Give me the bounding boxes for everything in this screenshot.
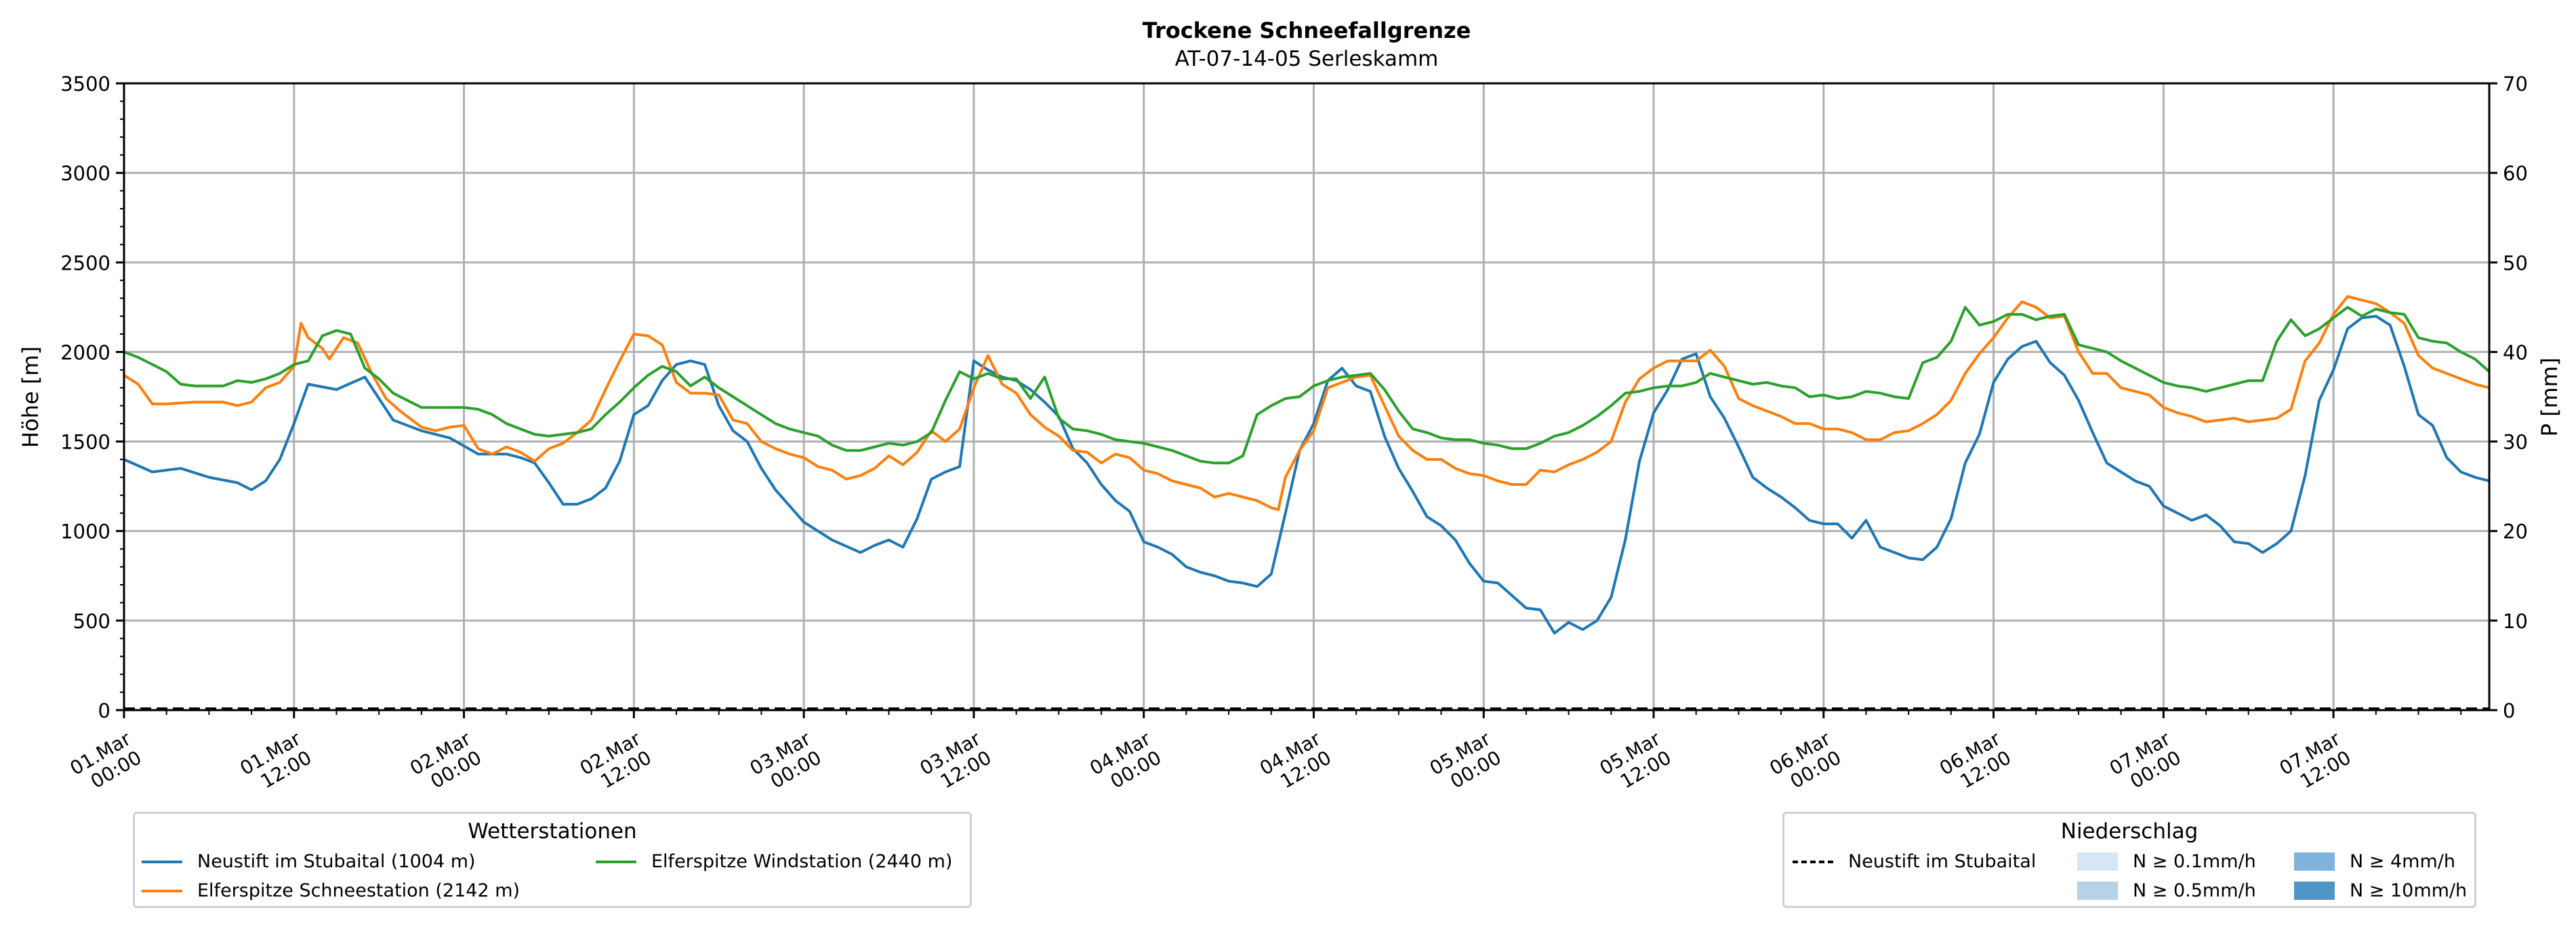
x-tick-label: 01.Mar12:00 [236, 727, 315, 798]
legend-swatch-neustift [142, 860, 182, 863]
legend-entry-precip-line: Neustift im Stubaital [1793, 851, 2036, 872]
y-tick-label-right: 10 [2503, 610, 2528, 633]
legend-swatch-precip-4 [2294, 852, 2335, 871]
x-tick-label: 01.Mar00:00 [66, 727, 146, 798]
y-tick-label-right: 50 [2503, 251, 2528, 274]
x-tick-label: 02.Mar12:00 [576, 727, 655, 798]
legend-weather-stations: Wetterstationen Neustift im Stubaital (1… [133, 812, 972, 908]
legend-label-elferspitze-windstation: Elferspitze Windstation (2440 m) [651, 851, 953, 872]
legend-label-precip-0-1: N ≥ 0.1mm/h [2133, 851, 2256, 872]
legend-entry-neustift: Neustift im Stubaital (1004 m) [142, 851, 476, 872]
x-tick-label: 06.Mar12:00 [1936, 727, 2015, 798]
y-axis-label-right: P [mm] [2537, 358, 2562, 437]
series-line-1 [123, 295, 2490, 511]
y-tick-label-left: 0 [98, 699, 110, 722]
x-tick-label: 05.Mar12:00 [1596, 727, 1675, 798]
y-axis-label-left: Höhe [m] [18, 346, 43, 448]
legend-label-precip-0-5: N ≥ 0.5mm/h [2133, 880, 2256, 901]
grid-lines [124, 83, 2489, 710]
legend-swatch-precip-0-1 [2077, 852, 2118, 871]
series-lines [123, 295, 2491, 635]
legend-label-precip-4: N ≥ 4mm/h [2350, 851, 2455, 872]
legend-entry-elferspitze-schneestation: Elferspitze Schneestation (2142 m) [142, 880, 520, 901]
chart-subtitle: AT-07-14-05 Serleskamm [1175, 47, 1439, 71]
x-tick-label: 03.Mar12:00 [916, 727, 996, 798]
chart-title: Trockene Schneefallgrenze [1143, 18, 1471, 43]
y-tick-label-left: 1500 [60, 431, 110, 454]
x-tick-label: 07.Mar12:00 [2276, 727, 2355, 798]
plot-frame [123, 82, 2491, 711]
y-tick-label-right: 70 [2503, 73, 2528, 96]
y-tick-label-left: 500 [73, 610, 110, 633]
y-tick-label-right: 0 [2503, 699, 2515, 722]
legend-swatch-precip-10 [2294, 882, 2335, 900]
legend-entry-precip-4: N ≥ 4mm/h [2294, 851, 2455, 872]
series-line-0 [123, 314, 2490, 635]
legend-entry-precip-0-5: N ≥ 0.5mm/h [2077, 880, 2256, 901]
legend-label-precip-10: N ≥ 10mm/h [2350, 880, 2468, 901]
y-tick-label-right: 60 [2503, 162, 2528, 185]
legend-precipitation: Niederschlag Neustift im Stubaital N ≥ 0… [1782, 812, 2476, 908]
y-tick-label-left: 2000 [60, 341, 110, 364]
y-tick-label-left: 1000 [60, 520, 110, 543]
x-tick-label: 02.Mar00:00 [406, 727, 485, 798]
y-tick-label-right: 40 [2503, 341, 2528, 364]
y-tick-label-left: 3000 [60, 162, 110, 185]
legend-entry-elferspitze-windstation: Elferspitze Windstation (2440 m) [596, 851, 952, 872]
y-tick-label-right: 30 [2503, 431, 2528, 454]
y-tick-label-left: 3500 [60, 73, 110, 96]
legend-entry-precip-10: N ≥ 10mm/h [2294, 880, 2467, 901]
x-axis: 01.Mar00:00 01.Mar12:00 02.Mar00:00 02.Mar1… [66, 710, 2462, 798]
y-axis-right: 0 10 20 30 40 50 60 70 [2489, 73, 2528, 722]
series-line-2 [123, 306, 2491, 465]
legend-swatch-precip-0-5 [2077, 882, 2118, 900]
x-tick-label: 03.Mar00:00 [746, 727, 825, 798]
y-tick-label-left: 2500 [60, 251, 110, 274]
legend-swatch-precip-line [1793, 860, 1833, 863]
legend-weather-stations-title: Wetterstationen [468, 819, 637, 844]
x-tick-label: 07.Mar00:00 [2106, 727, 2185, 798]
y-axis-left: 0 500 1000 1500 2000 2500 3000 3500 [60, 73, 124, 722]
x-tick-label: 06.Mar00:00 [1765, 727, 1845, 798]
legend-swatch-elferspitze-schneestation [142, 889, 182, 892]
y-tick-label-right: 20 [2503, 520, 2528, 543]
legend-label-elferspitze-schneestation: Elferspitze Schneestation (2142 m) [197, 880, 520, 901]
x-tick-label: 04.Mar00:00 [1086, 727, 1165, 798]
x-tick-label: 05.Mar00:00 [1426, 727, 1505, 798]
legend-label-precip-line: Neustift im Stubaital [1848, 851, 2037, 872]
legend-entry-precip-0-1: N ≥ 0.1mm/h [2077, 851, 2256, 872]
legend-precipitation-title: Niederschlag [2060, 819, 2199, 844]
legend-label-neustift: Neustift im Stubaital (1004 m) [197, 851, 476, 872]
x-tick-label: 04.Mar12:00 [1256, 727, 1335, 798]
legend-swatch-elferspitze-windstation [596, 860, 636, 863]
